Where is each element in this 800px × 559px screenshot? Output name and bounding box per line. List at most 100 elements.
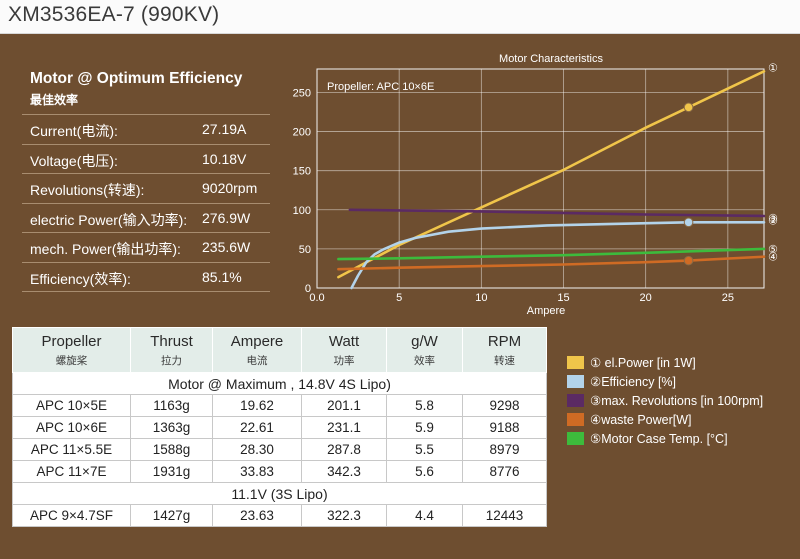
table-cell: 1163g: [130, 394, 213, 417]
optimum-row-efficiency: Efficiency(效率): 85.1%: [22, 261, 270, 292]
optimum-row-voltage: Voltage(电压): 10.18V: [22, 143, 270, 174]
y-tick-label: 150: [293, 166, 311, 178]
table-row: APC 9×4.7SF 1427g 23.63 322.3 4.4 12443: [12, 504, 547, 527]
optimum-row-current: Current(电流): 27.19A: [22, 114, 270, 144]
x-tick-label: 20: [640, 292, 652, 304]
legend-swatch: [567, 432, 584, 445]
series-point-4: [683, 255, 694, 266]
table-cell: 5.8: [386, 394, 463, 417]
table-cell: 5.6: [386, 460, 463, 483]
table-cell: APC 10×5E: [12, 394, 131, 417]
column-header-cn: 效率: [414, 354, 435, 367]
optimum-row-mech-power: mech. Power(输出功率): 235.6W: [22, 232, 270, 262]
column-header: RPM 转速: [462, 327, 547, 373]
optimum-label: Current(电流):: [30, 123, 118, 139]
column-header-en: g/W: [411, 332, 438, 350]
column-header-en: Watt: [328, 332, 360, 350]
table-group-row: 11.1V (3S Lipo): [12, 482, 547, 505]
column-header: Ampere 电流: [212, 327, 302, 373]
column-header: Thrust 拉力: [130, 327, 213, 373]
series-line-3: [348, 208, 766, 218]
table-cell: 1931g: [130, 460, 213, 483]
table-cell: 5.9: [386, 416, 463, 439]
y-tick-label: 250: [293, 87, 311, 99]
series-line-1: [337, 70, 766, 279]
series-end-marker-2: ②: [768, 214, 778, 227]
column-header-en: Propeller: [41, 332, 102, 350]
table-cell: 8776: [462, 460, 547, 483]
x-tick-label: 15: [557, 292, 569, 304]
table-cell: 1363g: [130, 416, 213, 439]
table-cell: APC 11×5.5E: [12, 438, 131, 461]
column-header-cn: 转速: [494, 354, 515, 367]
x-tick-label: 10: [475, 292, 487, 304]
column-header-en: RPM: [487, 332, 522, 350]
table-cell: 9188: [462, 416, 547, 439]
table-cell: 28.30: [212, 438, 302, 461]
series-line-5: [337, 247, 766, 261]
table-cell: 5.5: [386, 438, 463, 461]
table-cell: 19.62: [212, 394, 302, 417]
optimum-row-revolutions: Revolutions(转速): 9020rpm: [22, 173, 270, 203]
table-cell: 287.8: [301, 438, 387, 461]
optimum-heading: Motor @ Optimum Efficiency: [30, 70, 243, 87]
table-cell: 201.1: [301, 394, 387, 417]
motor-characteristics-chart: Motor Characteristics ① ②③ ④⑤ 0.0 5 10 15 20 25…: [293, 53, 778, 317]
plot-frame: [316, 68, 765, 289]
table-header-row: Propeller 螺旋桨 Thrust 拉力 Ampere 电流 Watt 功率 g/…: [12, 327, 547, 373]
y-tick-label: 0: [305, 283, 311, 295]
legend-label: ⑤Motor Case Temp. [°C]: [590, 432, 728, 446]
series-end-marker-1: ①: [768, 61, 778, 74]
x-tick-label: 0.0: [309, 292, 324, 304]
optimum-value: 276.9W: [202, 209, 251, 226]
table-cell: 22.61: [212, 416, 302, 439]
legend-swatch: [567, 413, 584, 426]
optimum-value: 9020rpm: [202, 180, 258, 196]
table-row: APC 11×7E 1931g 33.83 342.3 5.6 8776: [12, 460, 547, 483]
column-header-en: Ampere: [230, 332, 284, 350]
column-header-cn: 功率: [333, 354, 355, 367]
chart-series: ① ②③ ④⑤: [337, 61, 778, 290]
table-row: APC 10×5E 1163g 19.62 201.1 5.8 9298: [12, 394, 547, 417]
optimum-label: Revolutions(转速):: [30, 182, 145, 198]
optimum-value: 27.19A: [202, 121, 247, 137]
legend-swatch: [567, 356, 584, 369]
optimum-subheading: 最佳效率: [30, 93, 79, 107]
legend-label: ③max. Revolutions [in 100rpm]: [590, 394, 764, 408]
table-cell: 1588g: [130, 438, 213, 461]
column-header: Watt 功率: [301, 327, 387, 373]
table-cell: 33.83: [212, 460, 302, 483]
table-cell: 8979: [462, 438, 547, 461]
legend-swatch: [567, 394, 584, 407]
legend-label: ②Efficiency [%]: [590, 375, 677, 389]
column-header-cn: 拉力: [161, 354, 182, 367]
optimum-value: 10.18V: [202, 150, 247, 167]
group-title: Motor @ Maximum , 14.8V 4S Lipo): [12, 372, 547, 395]
table-group-row: Motor @ Maximum , 14.8V 4S Lipo): [12, 372, 547, 395]
table-row: APC 11×5.5E 1588g 28.30 287.8 5.5 8979: [12, 438, 547, 461]
legend-swatch: [567, 375, 584, 388]
legend-label: ④waste Power[W]: [590, 413, 692, 427]
series-end-marker-4: ④: [768, 251, 778, 264]
y-tick-label: 100: [293, 205, 311, 217]
column-header: Propeller 螺旋桨: [12, 327, 131, 373]
title-bar: XM3536EA-7 (990KV): [0, 0, 800, 34]
page-title: XM3536EA-7 (990KV): [8, 3, 220, 26]
performance-table: Propeller 螺旋桨 Thrust 拉力 Ampere 电流 Watt 功率 g/…: [12, 327, 547, 527]
optimum-label: electric Power(输入功率):: [30, 211, 188, 228]
optimum-efficiency-panel: Motor @ Optimum Efficiency 最佳效率 Current(…: [22, 70, 270, 292]
column-header: g/W 效率: [386, 327, 463, 373]
optimum-label: Voltage(电压):: [30, 152, 118, 169]
table-cell: APC 10×6E: [12, 416, 131, 439]
series-point-1: [683, 102, 694, 113]
table-row: APC 10×6E 1363g 22.61 231.1 5.9 9188: [12, 416, 547, 439]
optimum-value: 85.1%: [202, 268, 242, 285]
column-header-en: Thrust: [150, 332, 193, 350]
chart-title: Motor Characteristics: [499, 53, 603, 65]
x-axis-label: Ampere: [527, 305, 566, 317]
column-header-cn: 电流: [246, 354, 268, 367]
table-cell: 23.63: [212, 504, 302, 527]
table-cell: 231.1: [301, 416, 387, 439]
table-cell: 1427g: [130, 504, 213, 527]
